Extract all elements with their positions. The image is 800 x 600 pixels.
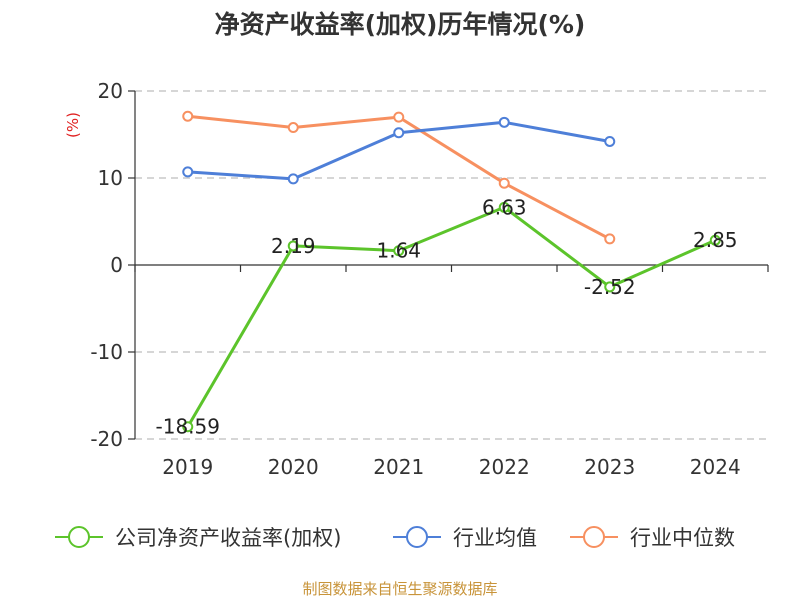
data-point (287, 122, 299, 134)
legend-label: 行业均值 (453, 526, 537, 550)
data-point (498, 177, 510, 189)
x-tick-label: 2023 (584, 455, 635, 479)
data-point (709, 234, 721, 246)
data-point (182, 110, 194, 122)
x-tick-label: 2020 (268, 455, 319, 479)
legend-item: 行业中位数 (570, 526, 735, 550)
y-tick-label: 20 (98, 79, 123, 103)
data-point (287, 240, 299, 252)
y-tick-label: -10 (90, 340, 123, 364)
data-label: -18.59 (156, 415, 220, 439)
data-label: 1.64 (376, 239, 421, 263)
data-label: 6.63 (482, 195, 527, 219)
data-point (393, 245, 405, 257)
data-label: -2.52 (584, 275, 636, 299)
legend: 公司净资产收益率(加权) 行业均值 行业中位数 (55, 526, 735, 550)
data-point (604, 135, 616, 147)
legend-label: 公司净资产收益率(加权) (115, 526, 341, 550)
series-line (186, 205, 716, 428)
y-tick-label: 0 (110, 253, 123, 277)
legend-label: 行业中位数 (630, 526, 735, 550)
data-point (393, 111, 405, 123)
data-source-note: 制图数据来自恒生聚源数据库 (302, 580, 497, 598)
y-tick-label: 10 (98, 166, 123, 190)
data-point (604, 233, 616, 245)
chart-title: 净资产收益率(加权)历年情况(%) (215, 10, 586, 39)
data-label: 2.19 (271, 234, 316, 258)
legend-item: 行业均值 (393, 526, 537, 550)
x-tick-label: 2024 (690, 455, 741, 479)
x-tick-label: 2019 (162, 455, 213, 479)
data-point (393, 127, 405, 139)
data-point (182, 166, 194, 178)
legend-item: 公司净资产收益率(加权) (55, 526, 341, 550)
data-point (498, 201, 510, 213)
y-axis-unit-label: (%) (64, 112, 82, 138)
series-layer (182, 110, 721, 433)
y-tick-label: -20 (90, 427, 123, 451)
data-label-layer: -18.59 2.19 1.64 6.63 -2.52 2.85 (156, 195, 738, 438)
legend-marker (583, 526, 605, 548)
x-tick-label: 2022 (479, 455, 530, 479)
data-label: 2.85 (693, 228, 738, 252)
data-point (604, 281, 616, 293)
data-point (182, 421, 194, 433)
data-point (287, 173, 299, 185)
legend-marker (406, 526, 428, 548)
data-point (498, 116, 510, 128)
grid-layer (135, 90, 768, 440)
legend-marker (68, 526, 90, 548)
x-tick-label: 2021 (373, 455, 424, 479)
